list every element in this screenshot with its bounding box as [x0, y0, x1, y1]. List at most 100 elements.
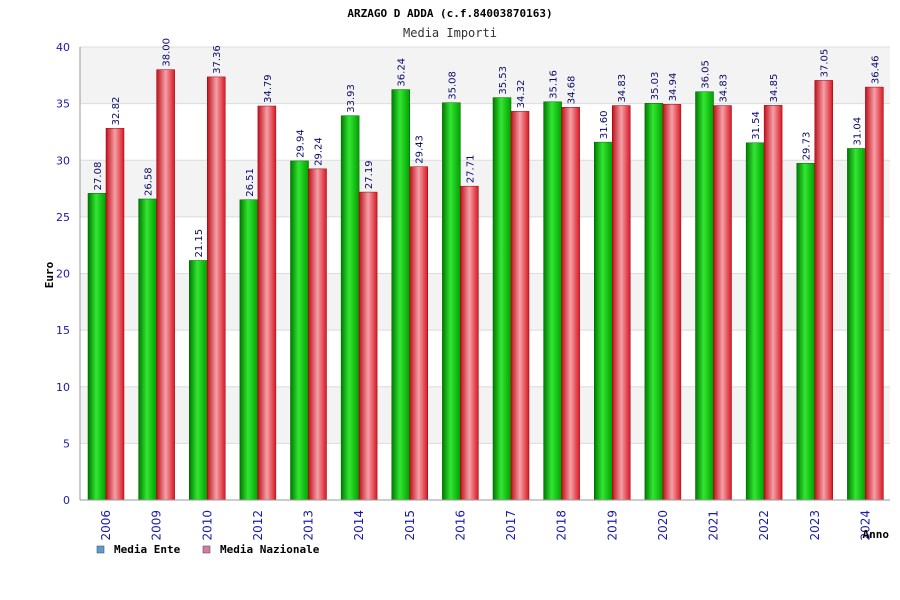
bar-media-nazionale-2006: [105, 128, 125, 501]
bar-media-ente-2006: [87, 193, 107, 501]
y-tick-label: 10: [56, 381, 70, 394]
data-label: 38.00: [162, 38, 173, 67]
x-tick-label: 2020: [656, 510, 670, 541]
data-label: 34.83: [617, 74, 628, 103]
x-axis-label: Anno: [863, 528, 890, 541]
bar-media-nazionale-2009: [156, 69, 175, 501]
bar-media-ente-2015: [391, 89, 410, 501]
bar-media-nazionale-2022: [763, 105, 783, 501]
data-label: 36.24: [397, 58, 408, 87]
data-label: 34.79: [263, 74, 274, 103]
bar-media-nazionale-2015: [409, 166, 428, 501]
bar-media-ente-2018: [543, 101, 562, 501]
x-tick-label: 2006: [99, 510, 113, 541]
data-label: 29.24: [314, 137, 325, 166]
y-tick-label: 20: [56, 268, 70, 281]
bar-media-nazionale-2020: [662, 104, 682, 501]
x-tick-label: 2010: [200, 510, 214, 541]
bar-media-ente-2021: [695, 91, 714, 501]
data-label: 34.83: [719, 74, 730, 103]
bar-media-ente-2009: [138, 198, 157, 501]
data-label: 34.68: [567, 76, 578, 105]
x-tick-label: 2015: [403, 510, 417, 541]
data-label: 36.05: [701, 60, 712, 89]
data-label: 31.60: [599, 110, 610, 139]
legend-label-media-ente: Media Ente: [114, 543, 181, 556]
bar-media-nazionale-2010: [207, 76, 226, 501]
bar-media-ente-2013: [290, 160, 309, 501]
data-label: 27.71: [465, 155, 476, 184]
data-label: 32.82: [111, 97, 122, 126]
bar-media-ente-2017: [492, 97, 512, 501]
x-axis-ticks: 2006 2009 2010 2012 2013 2014 2015 2016 2017 2018…: [99, 510, 872, 541]
data-label: 29.94: [296, 129, 307, 158]
x-tick-label: 2019: [605, 510, 619, 541]
data-label: 29.43: [415, 135, 426, 164]
legend-label-media-nazionale: Media Nazionale: [220, 543, 320, 556]
data-label: 26.58: [144, 167, 155, 196]
x-tick-label: 2021: [707, 510, 721, 541]
data-label: 35.53: [498, 66, 509, 95]
bar-media-nazionale-2019: [612, 105, 631, 501]
bar-media-nazionale-2017: [510, 111, 530, 501]
y-tick-label: 35: [56, 98, 70, 111]
legend-swatch-media-ente: [96, 545, 105, 554]
data-label: 27.19: [364, 160, 375, 189]
bar-media-nazionale-2024: [865, 86, 884, 501]
data-label: 33.93: [346, 84, 357, 113]
bar-media-nazionale-2016: [460, 185, 479, 501]
bars: [87, 69, 884, 501]
chart-subtitle: Media Importi: [403, 26, 497, 40]
data-label: 34.32: [516, 80, 527, 109]
x-tick-label: 2014: [352, 510, 366, 541]
data-labels: 27.08 32.82 26.58 38.00 21.15 37.36 26.51 34.79…: [93, 38, 881, 257]
bar-media-nazionale-2018: [561, 106, 580, 501]
y-tick-label: 5: [63, 437, 70, 450]
x-tick-label: 2012: [251, 510, 265, 541]
x-tick-label: 2022: [757, 510, 771, 541]
data-label: 27.08: [93, 162, 104, 191]
bar-media-nazionale-2012: [257, 105, 277, 501]
y-tick-label: 30: [56, 154, 70, 167]
bar-media-ente-2014: [340, 115, 360, 501]
x-tick-label: 2013: [302, 510, 316, 541]
y-axis-label: Euro: [43, 261, 56, 288]
bar-media-ente-2024: [847, 148, 866, 501]
x-tick-label: 2017: [504, 510, 518, 541]
data-label: 21.15: [194, 229, 205, 258]
bar-media-nazionale-2021: [713, 105, 732, 501]
y-axis-ticks: 0 5 10 15 20 25 30 35 40: [56, 41, 70, 507]
x-tick-label: 2018: [555, 510, 569, 541]
data-label: 26.51: [245, 168, 256, 197]
data-label: 31.54: [751, 111, 762, 140]
y-tick-label: 15: [56, 324, 70, 337]
bar-media-ente-2010: [189, 260, 208, 501]
data-label: 36.46: [870, 55, 881, 84]
chart-title: ARZAGO D ADDA (c.f.84003870163): [347, 7, 552, 20]
y-tick-label: 0: [63, 494, 70, 507]
legend: Media Ente Media Nazionale: [96, 543, 320, 556]
bar-media-ente-2023: [796, 163, 815, 501]
x-tick-label: 2016: [453, 510, 467, 541]
bar-media-ente-2016: [442, 102, 461, 501]
y-tick-label: 25: [56, 211, 70, 224]
bar-media-nazionale-2023: [814, 80, 833, 501]
x-tick-label: 2023: [808, 510, 822, 541]
legend-swatch-media-nazionale: [202, 545, 211, 554]
data-label: 37.36: [212, 45, 223, 74]
x-tick-label: 2009: [150, 510, 164, 541]
bar-media-ente-2020: [644, 103, 664, 501]
data-label: 37.05: [820, 49, 831, 78]
data-label: 35.16: [549, 70, 560, 99]
bar-media-nazionale-2013: [308, 168, 327, 501]
bar-media-ente-2022: [745, 142, 765, 501]
x-tick-label: 2024: [858, 510, 872, 541]
data-label: 29.73: [802, 132, 813, 161]
data-label: 35.03: [650, 72, 661, 101]
data-label: 31.04: [852, 117, 863, 146]
data-label: 35.08: [447, 71, 458, 100]
data-label: 34.85: [769, 74, 780, 103]
data-label: 34.94: [668, 73, 679, 102]
bar-media-ente-2019: [594, 141, 613, 501]
